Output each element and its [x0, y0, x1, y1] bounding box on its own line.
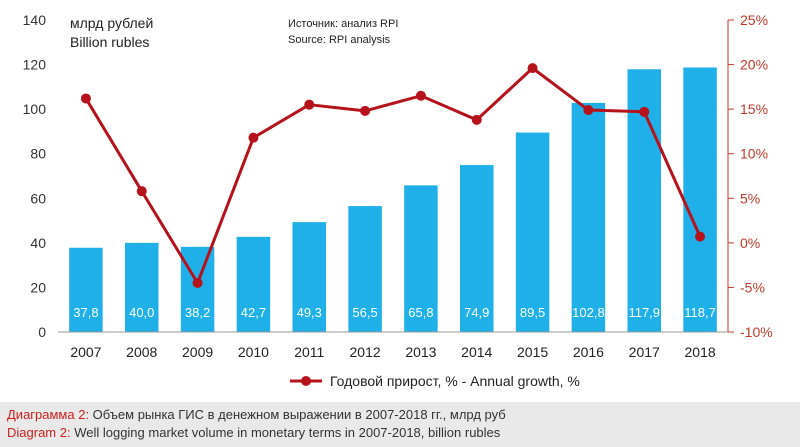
growth-point — [695, 231, 706, 242]
caption-label-en: Diagram 2: — [7, 425, 71, 440]
caption-text-ru: Объем рынка ГИС в денежном выражении в 2… — [89, 407, 506, 422]
y-right-tick-label: 10% — [740, 146, 768, 162]
x-tick-label: 2013 — [405, 344, 436, 360]
bars: 37,8 40,0 38,2 42,7 49,3 56,5 65,8 74,9 89,5 102,… — [69, 67, 717, 333]
bar-value-label: 49,3 — [297, 305, 322, 320]
x-tick-label: 2016 — [573, 344, 604, 360]
caption-label-ru: Диаграмма 2: — [7, 407, 90, 422]
bar — [460, 165, 494, 332]
caption: Диаграмма 2: Объем рынка ГИС в денежном … — [0, 402, 800, 447]
source-ru: Источник: анализ RPI — [288, 18, 398, 30]
x-tick-label: 2015 — [517, 344, 548, 360]
y-right-tick-label: 20% — [740, 57, 768, 73]
y-right-tick-label: 25% — [740, 12, 768, 28]
bar-value-label: 118,7 — [684, 305, 716, 320]
y-right-tick-label: 0% — [740, 235, 760, 251]
growth-line-path — [84, 66, 702, 285]
y-right-tick-label: 15% — [740, 101, 768, 117]
bar — [180, 246, 215, 332]
growth-point — [415, 90, 426, 101]
bar — [404, 185, 438, 332]
legend-label: Годовой прирост, % - Annual growth, % — [330, 373, 580, 389]
bar — [683, 67, 717, 333]
y-right-tick-label: 5% — [740, 190, 760, 206]
x-tick-label: 2014 — [461, 344, 492, 360]
growth-point — [527, 63, 538, 74]
bar-value-label: 102,8 — [572, 305, 605, 320]
y-left-tick-label: 40 — [30, 235, 46, 251]
bar — [69, 247, 103, 332]
y-left-tick-label: 140 — [23, 12, 47, 28]
x-axis: 2007 2008 2009 2010 2011 2012 2013 2014 2015 2016… — [58, 331, 728, 360]
x-tick-label: 2017 — [629, 344, 660, 360]
caption-text-en: Well logging market volume in monetary t… — [70, 425, 501, 440]
y-right-tick-label: -5% — [740, 279, 765, 295]
x-tick-label: 2007 — [70, 344, 101, 360]
bar — [515, 132, 550, 332]
y-left-tick-label: 60 — [30, 190, 46, 206]
x-tick-label: 2009 — [182, 344, 213, 360]
y-right-tick-label: -10% — [740, 324, 773, 340]
chart-title-ru: млрд рублей — [70, 15, 153, 31]
growth-point — [639, 106, 650, 117]
x-tick-label: 2008 — [126, 344, 157, 360]
chart-title-en: Billion rubles — [70, 34, 149, 50]
growth-point — [471, 114, 482, 125]
growth-point — [583, 105, 594, 116]
source-en: Source: RPI analysis — [288, 34, 391, 46]
bar-value-label: 38,2 — [185, 305, 210, 320]
x-tick-label: 2010 — [238, 344, 269, 360]
bar-value-label: 65,8 — [408, 305, 433, 320]
right-axis: -10% -5% 0% 5% 10% 15% 20% 25% — [727, 12, 773, 340]
y-left-tick-label: 100 — [23, 101, 47, 117]
bar — [348, 206, 382, 332]
growth-point — [360, 105, 371, 116]
y-left-tick-label: 20 — [30, 279, 46, 295]
bar — [571, 102, 606, 332]
bar-value-label: 42,7 — [241, 305, 266, 320]
growth-line — [80, 63, 706, 288]
growth-point — [304, 99, 315, 110]
chart: 37,8 40,0 38,2 42,7 49,3 56,5 65,8 74,9 89,5 102,… — [23, 12, 773, 389]
bar-value-label: 37,8 — [73, 305, 98, 320]
caption-line-en: Diagram 2: Well logging market volume in… — [7, 425, 500, 440]
growth-point — [80, 93, 91, 104]
bar — [292, 222, 326, 332]
y-left-tick-label: 120 — [23, 57, 47, 73]
bar-value-label: 74,9 — [464, 305, 489, 320]
growth-point — [248, 132, 259, 143]
bar-value-label: 117,9 — [628, 305, 660, 320]
x-tick-label: 2011 — [294, 344, 324, 360]
legend: Годовой прирост, % - Annual growth, % — [290, 373, 580, 389]
bar — [236, 236, 271, 332]
x-tick-label: 2012 — [350, 344, 381, 360]
y-left-tick-label: 0 — [38, 324, 46, 340]
left-axis: 0 20 40 60 80 100 120 140 — [23, 12, 47, 340]
x-tick-label: 2018 — [685, 344, 716, 360]
bar-value-label: 56,5 — [352, 305, 377, 320]
bar-value-label: 40,0 — [129, 305, 154, 320]
bar — [125, 242, 159, 332]
bar-value-label: 89,5 — [520, 305, 545, 320]
growth-point — [136, 186, 147, 197]
legend-marker — [301, 376, 311, 386]
y-left-tick-label: 80 — [30, 146, 46, 162]
caption-line-ru: Диаграмма 2: Объем рынка ГИС в денежном … — [7, 407, 506, 422]
growth-point — [192, 277, 203, 288]
